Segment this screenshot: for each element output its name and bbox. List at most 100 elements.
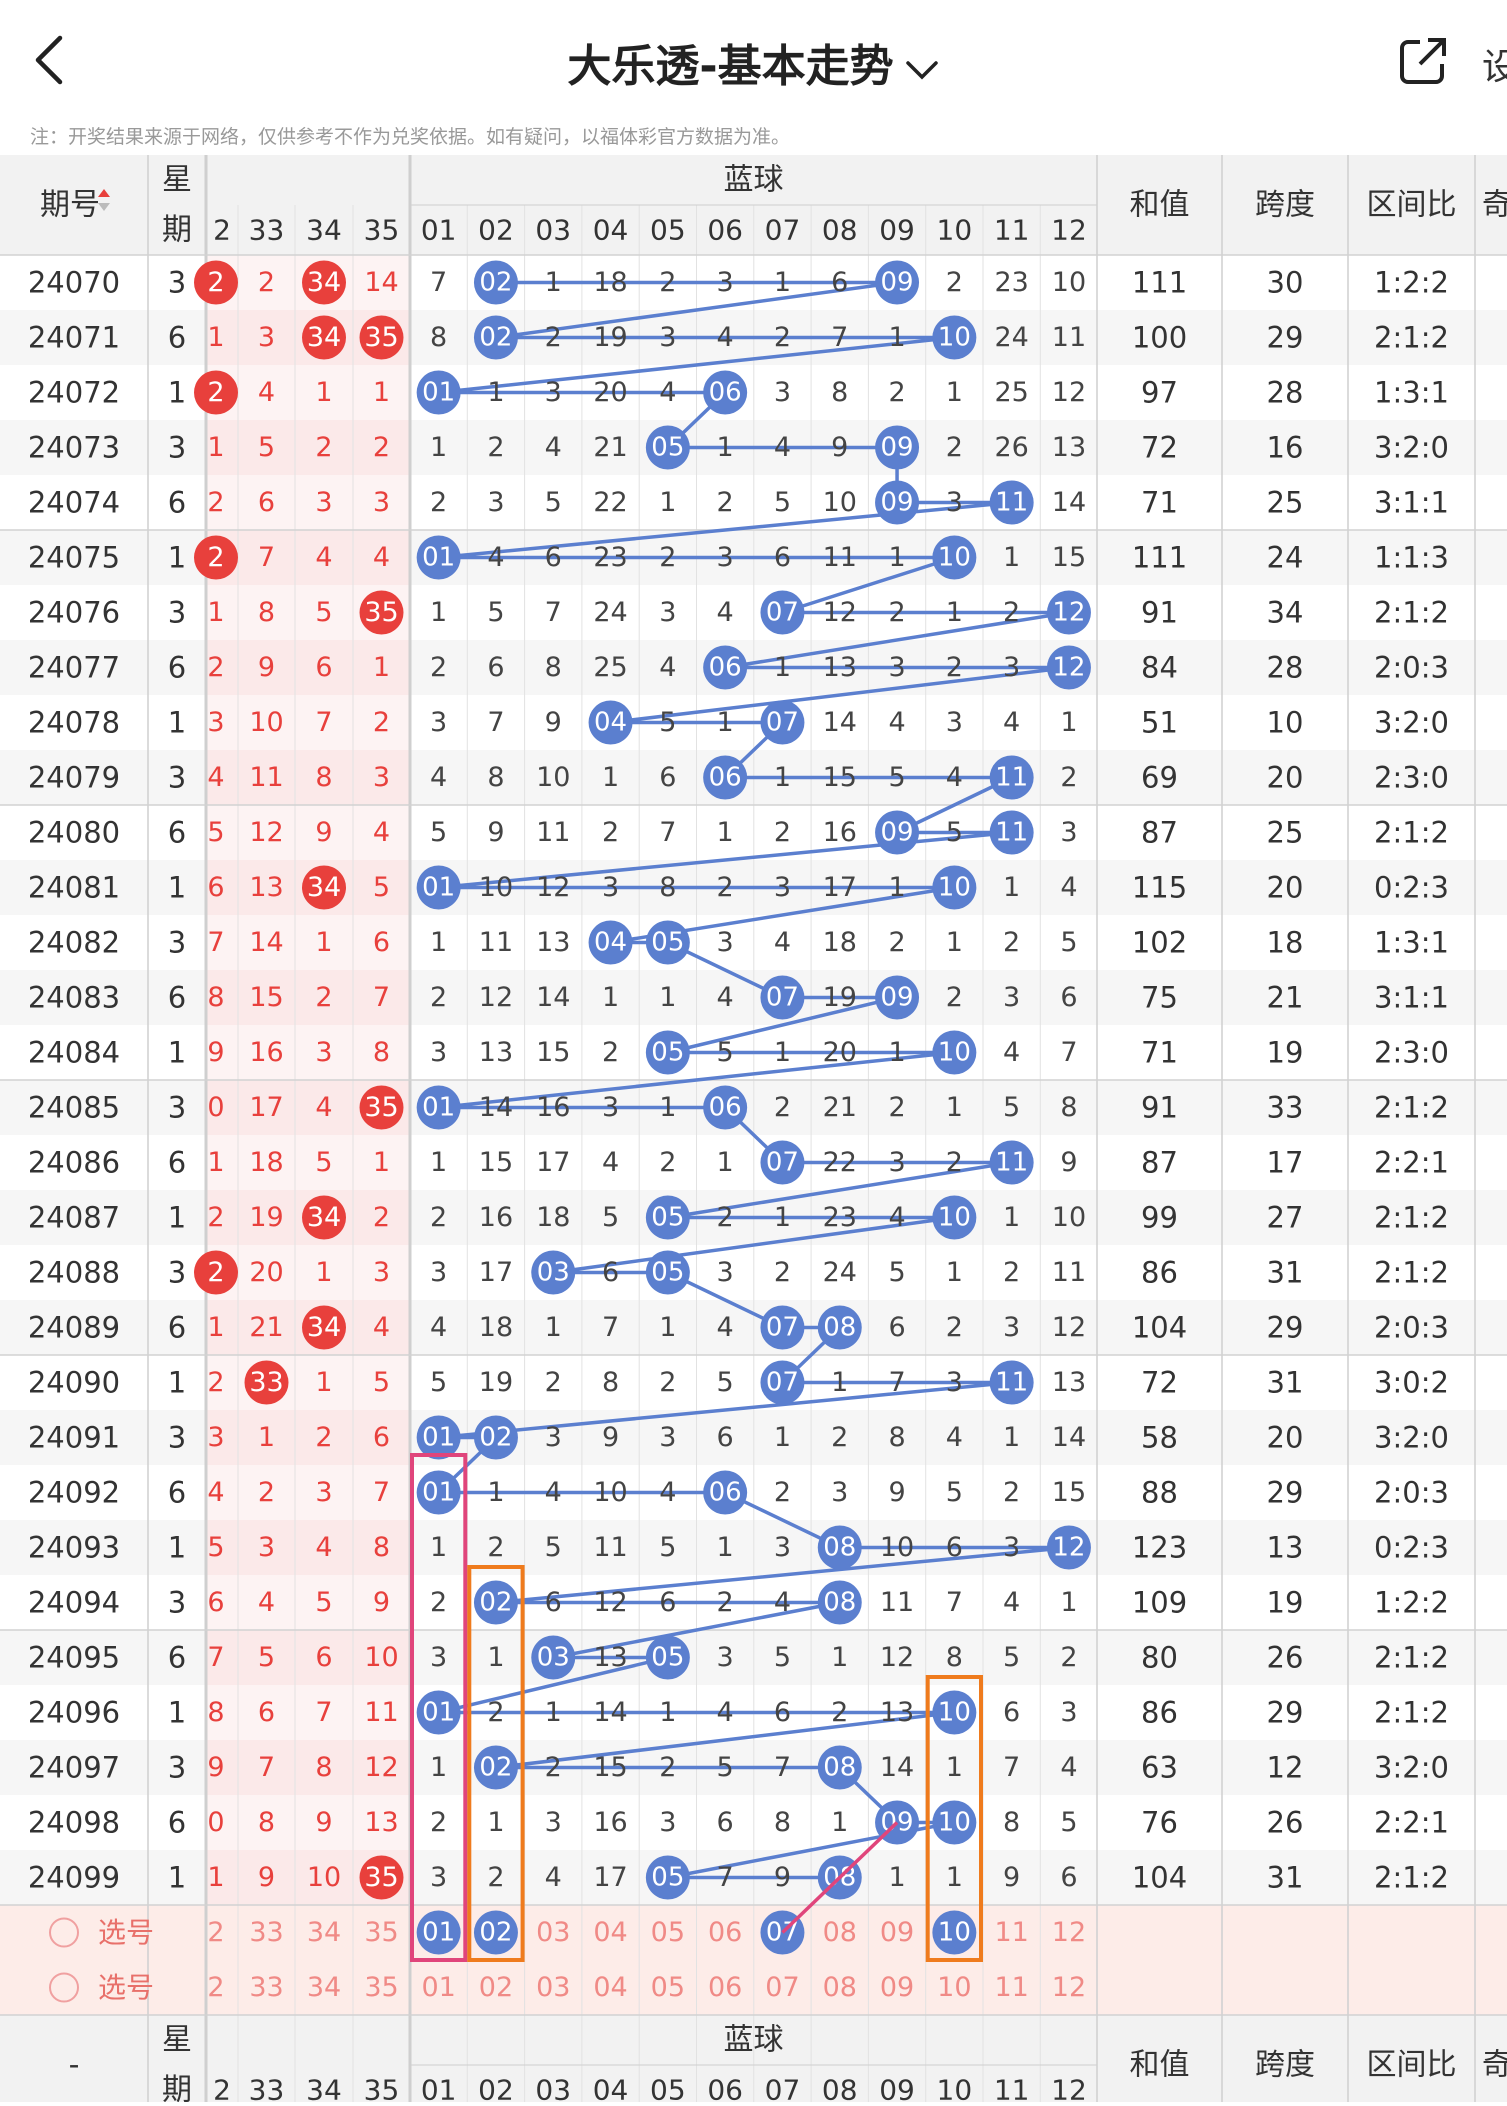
select-blue-number[interactable]: 12 — [1052, 1972, 1086, 2003]
blue-miss-count: 1 — [1003, 872, 1020, 903]
weekday: 6 — [168, 816, 186, 850]
select-radio[interactable] — [49, 1972, 79, 2003]
blue-ball — [416, 1470, 461, 1515]
blue-miss-count: 2 — [659, 267, 676, 298]
blue-ball — [932, 535, 977, 580]
odd-header: 奇 — [1482, 188, 1507, 223]
weekday: 6 — [168, 321, 186, 355]
blue-miss-count: 6 — [602, 1257, 619, 1288]
blue-header-03: 03 — [535, 2074, 571, 2103]
select-red-number[interactable]: 35 — [364, 1917, 398, 1948]
red-miss-count: 11 — [364, 1697, 398, 1728]
select-blue-number[interactable]: 09 — [880, 1917, 914, 1948]
select-blue-number[interactable]: 05 — [651, 1917, 685, 1948]
select-blue-number[interactable]: 04 — [593, 1917, 627, 1948]
blue-miss-count: 9 — [602, 1422, 619, 1453]
selected-blue-ball[interactable] — [416, 1910, 461, 1955]
blue-miss-count: 3 — [430, 1862, 447, 1893]
select-blue-number[interactable]: 08 — [823, 1917, 857, 1948]
select-blue-number[interactable]: 06 — [708, 1917, 742, 1948]
page-title[interactable]: 大乐透-基本走势 — [0, 30, 1507, 94]
sort-down-icon[interactable] — [98, 203, 110, 211]
select-blue-number[interactable]: 05 — [651, 1972, 685, 2003]
blue-miss-count: 3 — [774, 377, 791, 408]
issue-number: 24090 — [28, 1366, 120, 1400]
blue-miss-count: 8 — [430, 322, 447, 353]
issue-header[interactable]: 期号 — [40, 188, 100, 223]
blue-miss-count: 1 — [659, 487, 676, 518]
blue-miss-count: 6 — [545, 1587, 562, 1618]
blue-miss-count: 4 — [946, 762, 963, 793]
select-blue-number[interactable]: 10 — [937, 1972, 971, 2003]
pink-highlight-box — [410, 1453, 468, 1962]
blue-ball — [817, 1580, 862, 1625]
blue-miss-count: 22 — [823, 1147, 857, 1178]
blue-ball-number: 05 — [651, 1038, 684, 1068]
select-red-number[interactable]: 33 — [249, 1972, 283, 2003]
share-icon[interactable] — [1398, 36, 1448, 86]
blue-miss-count: 8 — [888, 1422, 905, 1453]
select-blue-number[interactable]: 03 — [536, 1917, 570, 1948]
select-blue-number[interactable]: 12 — [1052, 1917, 1086, 1948]
red-miss-count: 7 — [373, 1477, 390, 1508]
select-label[interactable]: 选号 — [98, 1971, 154, 2004]
weekday: 1 — [168, 1366, 186, 1400]
selected-blue-number[interactable]: 02 — [479, 1918, 512, 1948]
blue-miss-count: 18 — [536, 1202, 570, 1233]
blue-miss-count: 8 — [659, 872, 676, 903]
blue-miss-count: 2 — [717, 487, 734, 518]
select-red-number[interactable]: 2 — [207, 1917, 224, 1948]
select-blue-number[interactable]: 08 — [823, 1972, 857, 2003]
select-red-number[interactable]: 35 — [364, 1972, 398, 2003]
select-blue-number[interactable]: 07 — [765, 1972, 799, 2003]
red-zone-bg — [206, 530, 410, 585]
sort-up-icon[interactable] — [98, 189, 110, 197]
blue-miss-count: 9 — [831, 432, 848, 463]
select-blue-number[interactable]: 09 — [880, 1972, 914, 2003]
red-miss-count: 4 — [207, 762, 224, 793]
select-blue-number[interactable]: 03 — [536, 1972, 570, 2003]
select-label[interactable]: 选号 — [98, 1916, 154, 1949]
blue-miss-count: 12 — [880, 1642, 914, 1673]
blue-miss-count: 1 — [946, 597, 963, 628]
blue-miss-count: 1 — [946, 927, 963, 958]
red-zone-bg — [206, 805, 410, 860]
issue-header: - — [69, 2048, 80, 2083]
red-miss-count: 11 — [249, 762, 283, 793]
blue-miss-count: 7 — [545, 597, 562, 628]
red-miss-count: 4 — [373, 1312, 390, 1343]
select-blue-number[interactable]: 11 — [994, 1917, 1028, 1948]
selected-blue-number[interactable]: 01 — [422, 1918, 455, 1948]
chevron-down-icon[interactable] — [904, 49, 940, 89]
red-miss-count: 6 — [315, 1642, 332, 1673]
blue-miss-count: 4 — [888, 707, 905, 738]
sum-value: 99 — [1141, 1201, 1178, 1235]
red-ball — [302, 1195, 346, 1240]
blue-ball — [875, 810, 920, 855]
weekday: 3 — [168, 1751, 186, 1785]
select-blue-number[interactable]: 01 — [421, 1972, 455, 2003]
blue-ball — [989, 480, 1034, 525]
blue-ball — [875, 425, 920, 470]
blue-miss-count: 3 — [946, 707, 963, 738]
blue-miss-count: 6 — [774, 542, 791, 573]
blue-miss-count: 3 — [1003, 1532, 1020, 1563]
select-radio[interactable] — [49, 1917, 79, 1948]
select-red-number[interactable]: 2 — [207, 1972, 224, 2003]
select-blue-number[interactable]: 11 — [994, 1972, 1028, 2003]
selected-blue-number[interactable]: 10 — [938, 1918, 971, 1948]
back-arrow-icon[interactable] — [30, 32, 70, 88]
select-blue-number[interactable]: 02 — [479, 1972, 513, 2003]
red-ball-number: 34 — [307, 267, 341, 298]
selected-blue-ball[interactable] — [932, 1910, 977, 1955]
blue-miss-count: 7 — [831, 322, 848, 353]
red-miss-count: 6 — [373, 927, 390, 958]
select-red-number[interactable]: 33 — [249, 1917, 283, 1948]
select-red-number[interactable]: 34 — [307, 1972, 341, 2003]
weekday: 3 — [168, 761, 186, 795]
select-red-number[interactable]: 34 — [307, 1917, 341, 1948]
select-blue-number[interactable]: 04 — [593, 1972, 627, 2003]
settings-link[interactable]: 设 — [1482, 47, 1507, 88]
select-blue-number[interactable]: 06 — [708, 1972, 742, 2003]
selected-blue-ball[interactable] — [473, 1910, 518, 1955]
